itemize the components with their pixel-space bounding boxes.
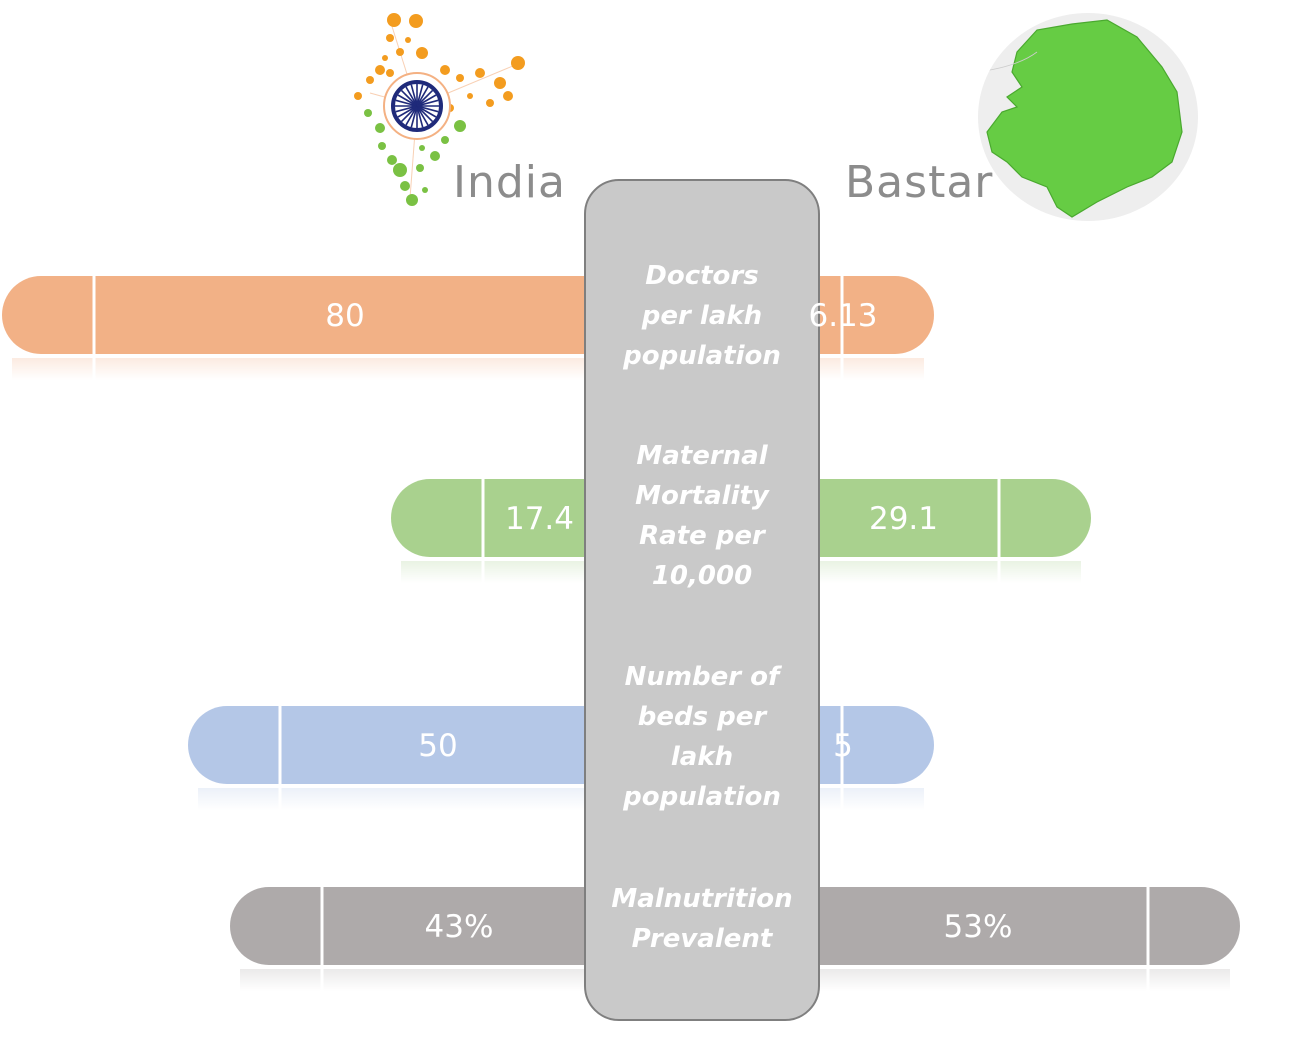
category-panel (584, 179, 820, 1021)
bastar-bar (808, 276, 934, 354)
bastar-value-label: 53% (944, 909, 1013, 945)
category-label: Malnutrition Prevalent (611, 884, 793, 954)
bastar-map-icon (978, 13, 1198, 221)
bastar-bar (808, 479, 1091, 557)
bastar-value-label: 29.1 (869, 501, 938, 537)
india-logo-icon (354, 13, 525, 206)
india-value-label: 17.4 (505, 501, 574, 537)
bastar-value-label: 6.13 (808, 298, 877, 334)
india-value-label: 43% (425, 909, 494, 945)
india-bar (2, 276, 596, 354)
bastar-label: Bastar (845, 157, 994, 208)
india-value-label: 80 (325, 298, 364, 334)
india-bar (230, 887, 596, 965)
category-label: Number of beds per lakh population (623, 662, 781, 812)
reflection-fade (188, 788, 934, 810)
category-label: Maternal Mortality Rate per 10,000 (635, 441, 769, 591)
bastar-bar (808, 706, 934, 784)
bastar-value-label: 5 (833, 728, 853, 764)
india-label: India (453, 157, 566, 208)
bastar-bar (808, 887, 1240, 965)
category-label: Doctors per lakh population (623, 261, 781, 371)
india-value-label: 50 (418, 728, 457, 764)
india-bar (188, 706, 596, 784)
india-bar (391, 479, 596, 557)
